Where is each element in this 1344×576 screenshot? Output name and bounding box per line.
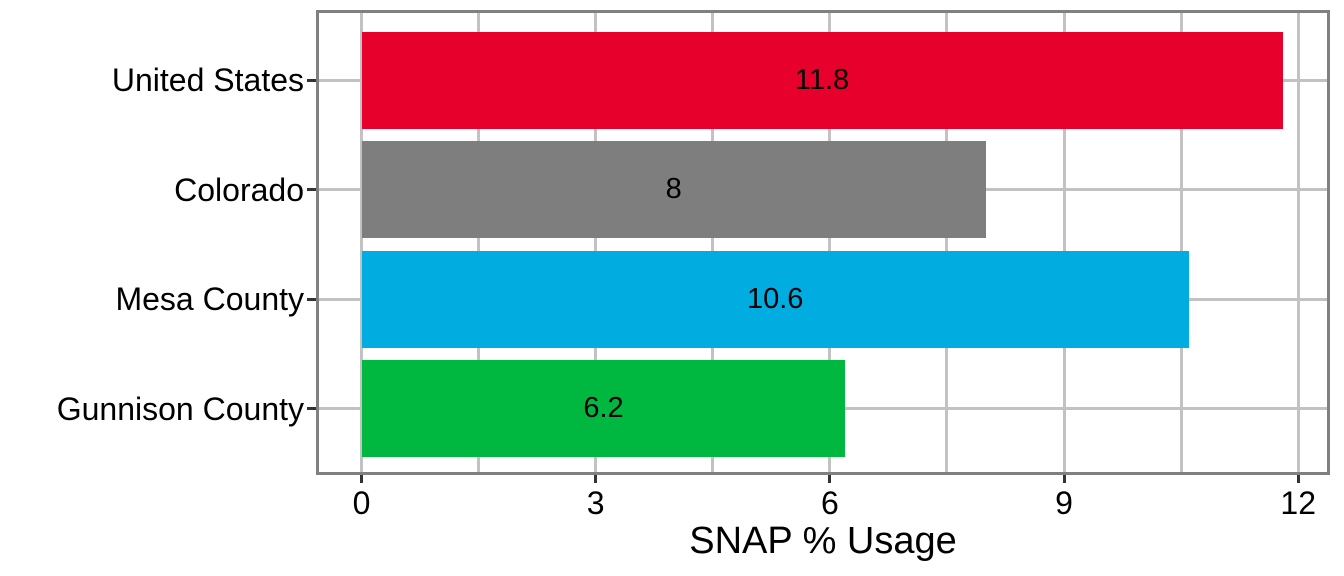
- y-axis-label: Mesa County: [115, 281, 304, 317]
- bar-mesa-county: 10.6: [361, 250, 1189, 348]
- x-tick-label: 6: [820, 485, 839, 521]
- bar-value-label: 10.6: [746, 282, 804, 315]
- bar-value-label: 11.8: [794, 63, 850, 96]
- x-gridline: [945, 13, 949, 472]
- bar-value-label: 6.2: [583, 392, 624, 424]
- x-tick: [1296, 475, 1300, 483]
- bar-colorado: 8: [361, 141, 986, 238]
- bar-value-label: 8: [665, 173, 682, 205]
- x-gridline: [711, 13, 715, 472]
- x-tick: [594, 475, 598, 483]
- x-tick-label: 12: [1280, 485, 1317, 521]
- x-gridline: [1062, 13, 1066, 472]
- plot-panel: 11.8 8 10.6 6.2: [316, 10, 1330, 475]
- x-tick-label: 0: [352, 485, 371, 521]
- x-gridline: [477, 13, 481, 472]
- x-tick: [828, 475, 832, 483]
- x-gridline: [594, 13, 598, 472]
- y-tick: [307, 78, 316, 82]
- y-axis-label: Colorado: [174, 171, 304, 208]
- bar-gunnison-county: 6.2: [361, 360, 846, 457]
- x-axis-title: SNAP % Usage: [689, 520, 957, 562]
- x-tick: [360, 475, 363, 483]
- x-gridline: [1179, 13, 1183, 472]
- x-gridline: [360, 13, 363, 472]
- y-axis-label: United States: [111, 62, 304, 98]
- y-tick: [307, 188, 316, 191]
- x-tick-label: 3: [586, 485, 605, 521]
- x-tick: [1062, 475, 1066, 483]
- x-tick-label: 9: [1055, 485, 1073, 521]
- y-axis-label: Gunnison County: [56, 390, 304, 427]
- bar-united-states: 11.8: [361, 31, 1283, 129]
- y-tick: [307, 297, 316, 301]
- x-gridline: [828, 13, 832, 472]
- x-gridline: [1296, 13, 1300, 472]
- y-tick: [307, 407, 316, 410]
